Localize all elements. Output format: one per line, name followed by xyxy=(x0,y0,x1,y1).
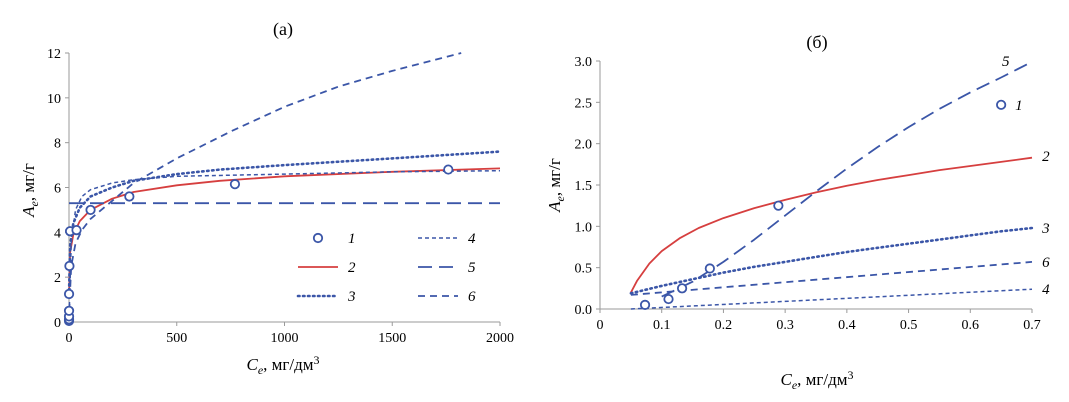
y-tick-label: 3.0 xyxy=(575,55,593,70)
panel-b-curve-labels: 2 3 4 5 6 1 xyxy=(996,54,1050,298)
legend-label-1: 1 xyxy=(348,231,356,247)
legend-label-6: 6 xyxy=(468,289,476,305)
panel-b-x-axis-title: Ce, мг/дм3 xyxy=(780,368,853,392)
data-point xyxy=(71,224,82,236)
data-point xyxy=(773,200,784,211)
y-tick-label: 8 xyxy=(54,137,61,152)
panel-b-axes: 0 0.1 0.2 0.3 0.4 0.5 0.6 0.7 0.0 0.5 1.0 1.5 2.0 2.5… xyxy=(575,55,1041,333)
series-5-label: 5 xyxy=(1002,54,1010,70)
x-tick-label: 0.7 xyxy=(1023,318,1041,333)
data-point xyxy=(64,260,75,272)
y-tick-label: 10 xyxy=(47,92,61,107)
data-point xyxy=(229,179,241,190)
panel-b-y-axis-title: Ae, мг/г xyxy=(545,158,567,213)
legend-label-3: 3 xyxy=(347,289,356,305)
panel-a-data-points xyxy=(63,164,454,326)
y-tick-label: 0.5 xyxy=(575,262,593,277)
y-tick-label: 6 xyxy=(54,182,61,197)
data-point xyxy=(639,299,651,310)
series-2-line xyxy=(68,167,501,293)
data-point xyxy=(443,164,454,175)
series-4-line xyxy=(68,169,501,314)
data-point xyxy=(85,204,96,216)
panel-b: (б) 0 0.1 0.2 0.3 0.4 0.5 0.6 0.7 0.0 0.5 1.0 1.5 2.… xyxy=(545,32,1050,392)
data-point xyxy=(663,293,674,305)
y-tick-label: 4 xyxy=(54,226,61,241)
y-tick-label: 12 xyxy=(47,47,61,62)
series-5-line xyxy=(661,60,1033,298)
data-point xyxy=(676,283,688,294)
y-tick-label: 2 xyxy=(54,271,61,286)
legend-label-1: 1 xyxy=(1015,98,1023,114)
legend-label-5: 5 xyxy=(468,260,476,276)
series-3-label: 3 xyxy=(1041,221,1050,237)
x-tick-label: 0.2 xyxy=(715,318,733,333)
x-tick-label: 0 xyxy=(597,318,604,333)
panel-a-series xyxy=(67,52,502,314)
x-tick-label: 0 xyxy=(66,331,73,346)
y-tick-label: 1.0 xyxy=(575,220,593,235)
panel-a-legend: 1 2 3 4 5 6 xyxy=(296,231,476,305)
x-tick-label: 0.3 xyxy=(776,318,794,333)
series-4-line xyxy=(630,288,1033,310)
panel-a-label: (а) xyxy=(273,19,293,40)
y-tick-label: 2.0 xyxy=(575,138,593,153)
x-tick-label: 0.4 xyxy=(838,318,856,333)
x-tick-label: 500 xyxy=(166,331,187,346)
y-tick-label: 1.5 xyxy=(575,179,593,194)
series-6-label: 6 xyxy=(1042,255,1050,271)
panel-a-x-axis-title: Ce, мг/дм3 xyxy=(246,353,319,377)
series-3-line xyxy=(67,150,502,292)
y-tick-label: 0.0 xyxy=(575,303,593,318)
data-point xyxy=(63,288,75,300)
x-tick-label: 2000 xyxy=(486,331,514,346)
legend-label-2: 2 xyxy=(348,260,356,276)
panel-b-data-points xyxy=(639,200,784,310)
panel-b-series xyxy=(629,60,1034,310)
legend-marker-1 xyxy=(996,99,1007,110)
series-4-label: 4 xyxy=(1042,282,1050,298)
x-tick-label: 1500 xyxy=(378,331,406,346)
series-3-line xyxy=(629,226,1034,295)
panel-b-label: (б) xyxy=(806,32,827,53)
x-tick-label: 0.5 xyxy=(900,318,918,333)
x-tick-label: 0.1 xyxy=(653,318,671,333)
data-point xyxy=(124,191,135,202)
legend-label-4: 4 xyxy=(468,231,476,247)
data-point xyxy=(63,305,75,316)
x-tick-label: 0.6 xyxy=(962,318,980,333)
series-2-label: 2 xyxy=(1042,149,1050,165)
data-point xyxy=(704,263,715,274)
y-tick-label: 2.5 xyxy=(575,96,593,111)
series-2-line xyxy=(630,156,1033,293)
y-tick-label: 0 xyxy=(54,316,61,331)
legend-marker-1 xyxy=(312,232,324,244)
panel-a-y-axis-title: Ae, мг/г xyxy=(19,163,41,218)
x-tick-label: 1000 xyxy=(271,331,299,346)
